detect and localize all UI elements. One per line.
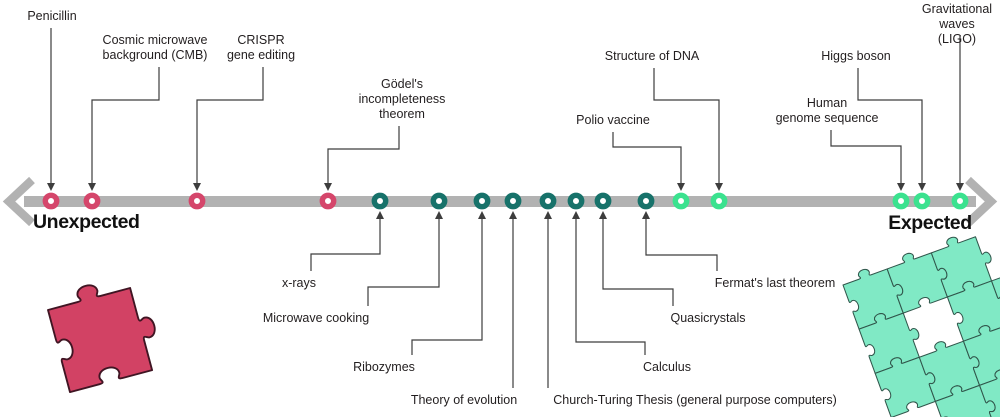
leader-microwave-cooking [367, 211, 443, 306]
leader-quasicrystals [599, 211, 674, 306]
leader-cosmic-microwave-background-cmb [88, 67, 160, 191]
leader-human-genome-sequence [830, 130, 905, 191]
leader-calculus [572, 211, 646, 355]
dot-ribozymes [473, 192, 491, 210]
leader-x-rays [310, 211, 384, 271]
dot-structure-of-dna [710, 192, 728, 210]
dot-higgs-boson [913, 192, 931, 210]
axis-bar [24, 196, 976, 207]
data-points [42, 192, 969, 210]
leader-ribozymes [411, 211, 486, 355]
dot-cosmic-microwave-background-cmb [83, 192, 101, 210]
leader-higgs-boson [857, 68, 926, 191]
leader-structure-of-dna [653, 68, 723, 191]
dot-church-turing-thesis-general-purpose-computers [539, 192, 557, 210]
dot-crispr-gene-editing [188, 192, 206, 210]
dot-microwave-cooking [430, 192, 448, 210]
leader-lines [47, 28, 964, 388]
dot-polio-vaccine [672, 192, 690, 210]
leader-fermat-s-last-theorem [642, 211, 718, 271]
axis-label-expected: Expected [888, 212, 972, 234]
puzzle-cluster-icon-right [839, 226, 1000, 417]
dot-penicillin [42, 192, 60, 210]
axis-label-unexpected: Unexpected [33, 211, 140, 233]
dot-g-del-s-incompleteness-theorem [319, 192, 337, 210]
axis-left-arrowhead-icon [2, 176, 35, 227]
dot-theory-of-evolution [504, 192, 522, 210]
dot-gravitational-waves-ligo [951, 192, 969, 210]
dot-human-genome-sequence [892, 192, 910, 210]
dot-quasicrystals [594, 192, 612, 210]
dot-fermat-s-last-theorem [637, 192, 655, 210]
leader-polio-vaccine [612, 132, 685, 191]
dot-calculus [567, 192, 585, 210]
puzzle-piece-icon-left [43, 270, 167, 394]
leader-g-del-s-incompleteness-theorem [324, 126, 400, 191]
axis-right-arrowhead-icon [965, 176, 998, 227]
dot-x-rays [371, 192, 389, 210]
leader-crispr-gene-editing [193, 67, 264, 191]
